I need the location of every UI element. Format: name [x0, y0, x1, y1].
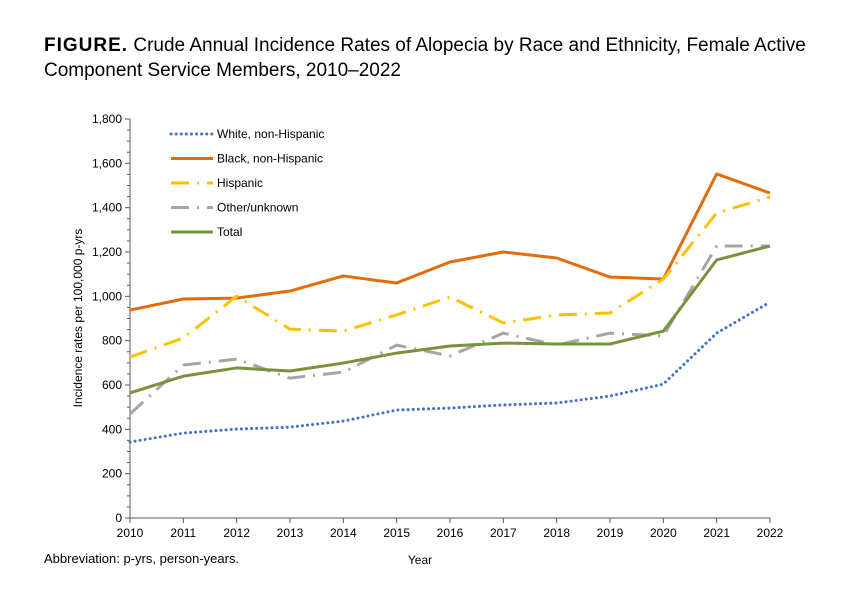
x-tick-label: 2018 [543, 526, 570, 540]
x-tick-label: 2013 [277, 526, 304, 540]
title-text: Crude Annual Incidence Rates of Alopecia… [44, 35, 806, 81]
x-tick-label: 2012 [223, 526, 250, 540]
legend-label: Other/unknown [217, 201, 298, 215]
chart-title: FIGURE. Crude Annual Incidence Rates of … [44, 33, 834, 83]
series-line-0 [128, 300, 772, 444]
x-tick-label: 2017 [490, 526, 517, 540]
x-tick-label: 2011 [170, 526, 196, 540]
legend-label: White, non-Hispanic [217, 127, 324, 141]
y-tick-label: 1,000 [92, 289, 122, 303]
y-axis-label: Incidence rates per 100,000 p-yrs [71, 229, 85, 408]
x-tick-label: 2015 [383, 526, 410, 540]
x-tick-label: 2020 [650, 526, 677, 540]
legend-label: Hispanic [217, 176, 263, 190]
x-tick-label: 2010 [117, 526, 144, 540]
y-tick-label: 1,200 [92, 245, 122, 259]
series-line-2 [129, 195, 771, 359]
x-tick-label: 2021 [703, 526, 730, 540]
x-tick-label: 2016 [437, 526, 464, 540]
abbreviation-note: Abbreviation: p-yrs, person-years. [44, 551, 240, 566]
y-tick-label: 200 [102, 467, 122, 481]
legend-label: Total [217, 225, 242, 239]
y-tick-label: 1,800 [92, 112, 122, 126]
legend-label: Black, non-Hispanic [217, 152, 323, 166]
x-tick-label: 2019 [597, 526, 624, 540]
series-line-4 [129, 244, 771, 395]
series-line-1 [129, 172, 771, 312]
series-line-3 [128, 244, 770, 416]
x-tick-label: 2014 [330, 526, 357, 540]
figure-label: FIGURE. [44, 35, 129, 56]
y-tick-label: 1,600 [92, 156, 122, 170]
y-tick-label: 400 [102, 422, 122, 436]
x-axis-label: Year [408, 553, 432, 567]
y-tick-label: 600 [102, 378, 122, 392]
y-tick-label: 800 [102, 334, 122, 348]
x-tick-label: 2022 [757, 526, 784, 540]
y-tick-label: 0 [115, 511, 122, 525]
y-tick-label: 1,400 [92, 201, 122, 215]
